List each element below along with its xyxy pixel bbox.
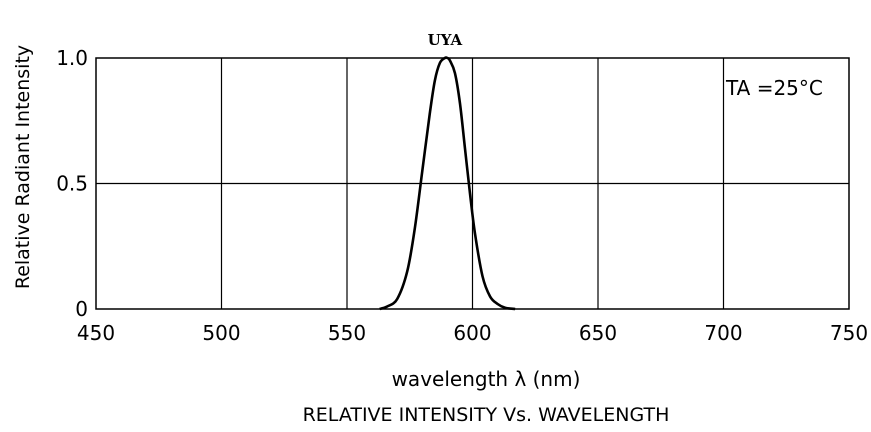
x-tick-label: 750 (830, 321, 868, 345)
x-axis-label: wavelength λ (nm) (392, 367, 581, 391)
x-tick-label: 550 (328, 321, 366, 345)
x-tick-label: 650 (579, 321, 617, 345)
y-tick-label: 0 (75, 297, 88, 321)
y-axis-label: Relative Radiant Intensity (12, 45, 34, 289)
x-tick-label: 700 (704, 321, 742, 345)
x-tick-label: 600 (453, 321, 491, 345)
x-tick-label: 500 (202, 321, 240, 345)
y-tick-label: 0.5 (56, 172, 88, 196)
temperature-annotation: TA =25°C (725, 76, 823, 100)
x-tick-labels: 450 500 550 600 650 700 750 (77, 321, 868, 345)
x-tick-label: 450 (77, 321, 115, 345)
plot-frame (95, 57, 850, 310)
series-label: UYA (428, 31, 463, 49)
y-tick-labels: 0 0.5 1.0 (56, 46, 88, 321)
chart-title: RELATIVE INTENSITY Vs. WAVELENGTH (303, 404, 670, 426)
grid (96, 58, 849, 309)
data-marks: UYA (379, 31, 516, 311)
y-tick-label: 1.0 (56, 46, 88, 70)
series-line-uya (379, 56, 516, 311)
